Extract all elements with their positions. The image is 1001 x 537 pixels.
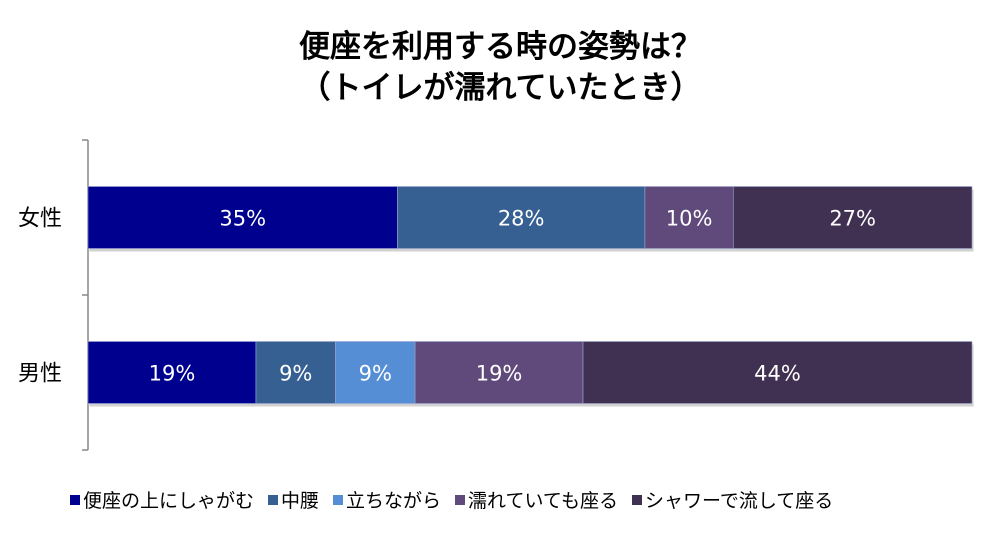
category-label: 女性 [18, 207, 62, 232]
data-label: 10% [666, 207, 713, 231]
legend-label: 立ちながら [346, 490, 442, 512]
legend-swatch [70, 494, 80, 505]
data-label: 28% [498, 207, 545, 231]
legend-label: シャワーで流して座る [644, 490, 834, 512]
bar-segment [582, 341, 973, 404]
legend-item: 便座の上にしゃがむ [70, 486, 254, 513]
bar-segment [414, 341, 584, 404]
legend-item: 中腰 [268, 486, 319, 513]
chart-title: 便座を利用する時の姿勢は？ [299, 29, 702, 65]
legend-swatch [631, 494, 642, 505]
data-label: 35% [219, 207, 266, 231]
data-label: 19% [476, 362, 523, 386]
bar-segment [255, 341, 336, 404]
legend-item: シャワーで流して座る [631, 486, 834, 513]
legend-label: 便座の上にしゃがむ [83, 490, 255, 512]
data-label: 19% [149, 362, 196, 386]
category-label: 男性 [18, 362, 62, 387]
data-label: 9% [359, 362, 392, 386]
legend-label: 濡れていても座る [468, 490, 618, 512]
data-label: 27% [829, 207, 876, 231]
bar-segment [87, 341, 257, 404]
data-label: 9% [279, 362, 312, 386]
legend-swatch [455, 494, 466, 505]
bar-segment [335, 341, 416, 404]
legend-item: 濡れていても座る [455, 486, 618, 513]
legend-swatch [268, 494, 279, 505]
legend-item: 立ちながら [333, 486, 441, 513]
legend-label: 中腰 [281, 490, 320, 512]
bar-segment [397, 186, 646, 249]
legend: 便座の上にしゃがむ 中腰 立ちながら 濡れていても座る シャワーで流して座る [70, 486, 970, 513]
bar-segment [733, 186, 973, 249]
chart-subtitle: （トイレが濡れていたとき） [299, 70, 702, 106]
data-label: 44% [754, 362, 801, 386]
legend-swatch [333, 494, 344, 505]
bar-segment [644, 186, 734, 249]
bar-segment [87, 186, 398, 249]
